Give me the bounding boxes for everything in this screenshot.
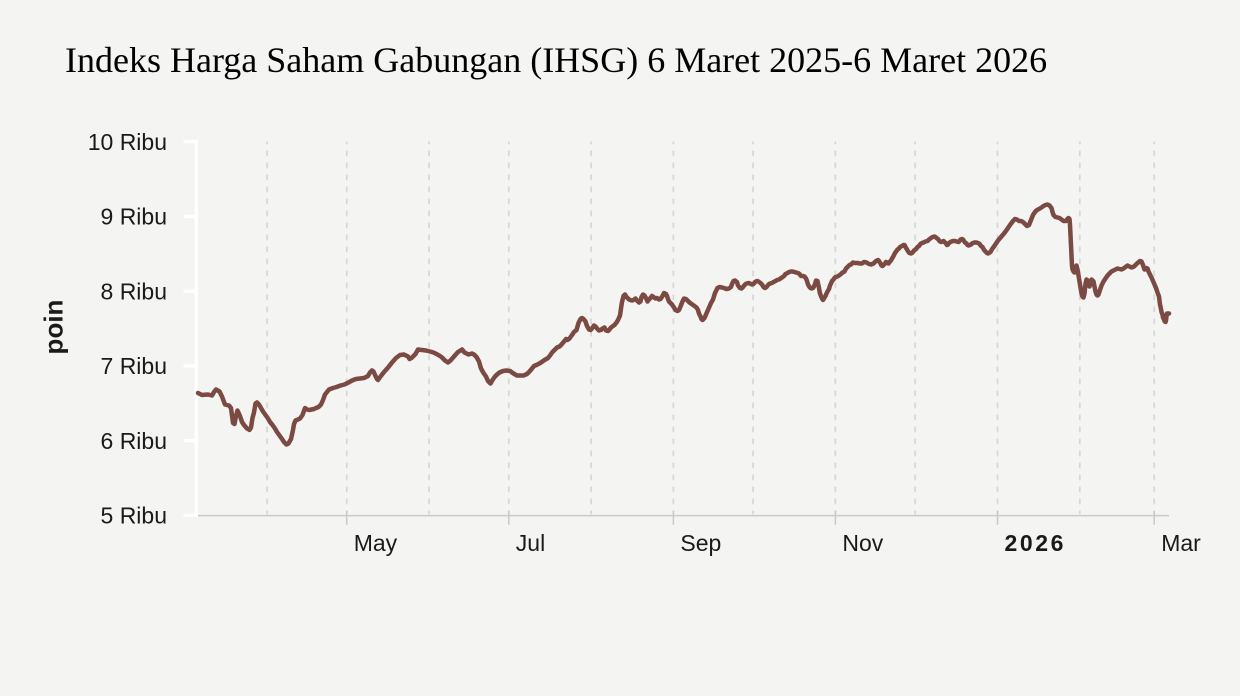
svg-text:5 Ribu: 5 Ribu (101, 503, 167, 529)
svg-text:9 Ribu: 9 Ribu (101, 204, 167, 230)
svg-text:Nov: Nov (842, 530, 883, 556)
svg-text:7 Ribu: 7 Ribu (101, 353, 167, 379)
svg-text:poin: poin (39, 300, 69, 355)
svg-text:May: May (354, 530, 398, 556)
svg-text:2026: 2026 (1005, 530, 1067, 556)
svg-text:Jul: Jul (516, 530, 545, 556)
svg-text:Indeks Harga Saham Gabungan (I: Indeks Harga Saham Gabungan (IHSG) 6 Mar… (65, 40, 1047, 80)
svg-text:8 Ribu: 8 Ribu (101, 279, 167, 305)
svg-text:6 Ribu: 6 Ribu (101, 428, 167, 454)
svg-text:Mar: Mar (1161, 530, 1201, 556)
svg-text:Sep: Sep (680, 530, 721, 556)
svg-text:10 Ribu: 10 Ribu (88, 129, 167, 155)
